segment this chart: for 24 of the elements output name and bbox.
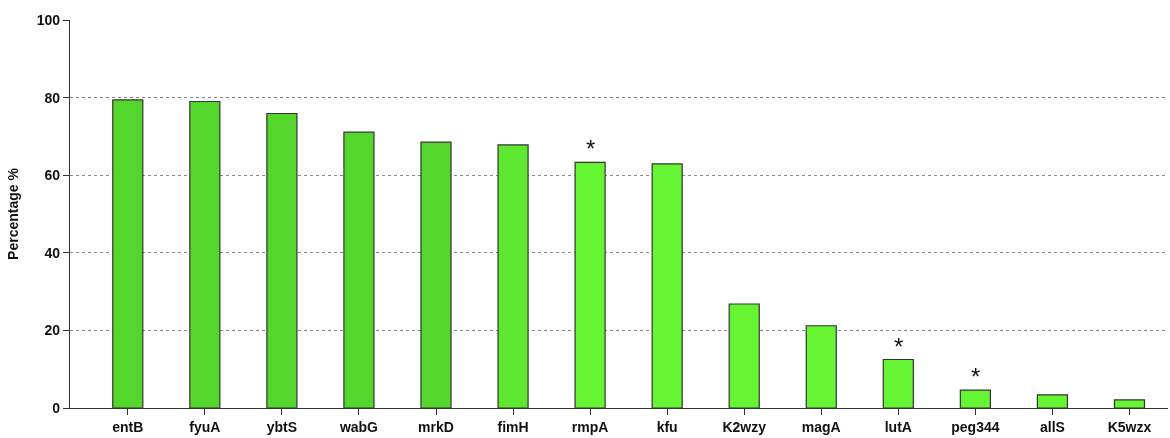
x-tick-label: fimH (497, 418, 529, 435)
x-tick-label: rmpA (571, 418, 609, 435)
x-tick-label: magA (801, 418, 841, 435)
x-tick-label: K5wzx (1107, 418, 1152, 435)
x-tick-label: entB (112, 418, 144, 435)
x-tick-label: peg344 (951, 418, 1000, 435)
x-tick-label: ybtS (266, 418, 298, 435)
y-tick-label: 40 (44, 244, 61, 261)
x-tick-label: fyuA (189, 418, 221, 435)
annotation: * (894, 333, 904, 360)
x-tick-label: wabG (338, 418, 379, 435)
y-axis-title: Percentage % (5, 167, 22, 260)
annotation: * (586, 135, 596, 162)
y-tick-label: 20 (44, 322, 61, 339)
x-tick-label: K2wzy (722, 418, 767, 435)
y-tick-label: 80 (44, 89, 61, 106)
y-tick-label: 0 (52, 399, 61, 416)
x-tick-label: lutA (884, 418, 912, 435)
y-tick-label: 60 (44, 167, 61, 184)
x-tick-label: allS (1039, 418, 1065, 435)
x-tick-label: kfu (656, 418, 678, 435)
x-tick-label: mrkD (418, 418, 454, 435)
annotation: * (971, 363, 981, 390)
y-tick-label: 100 (36, 11, 61, 28)
